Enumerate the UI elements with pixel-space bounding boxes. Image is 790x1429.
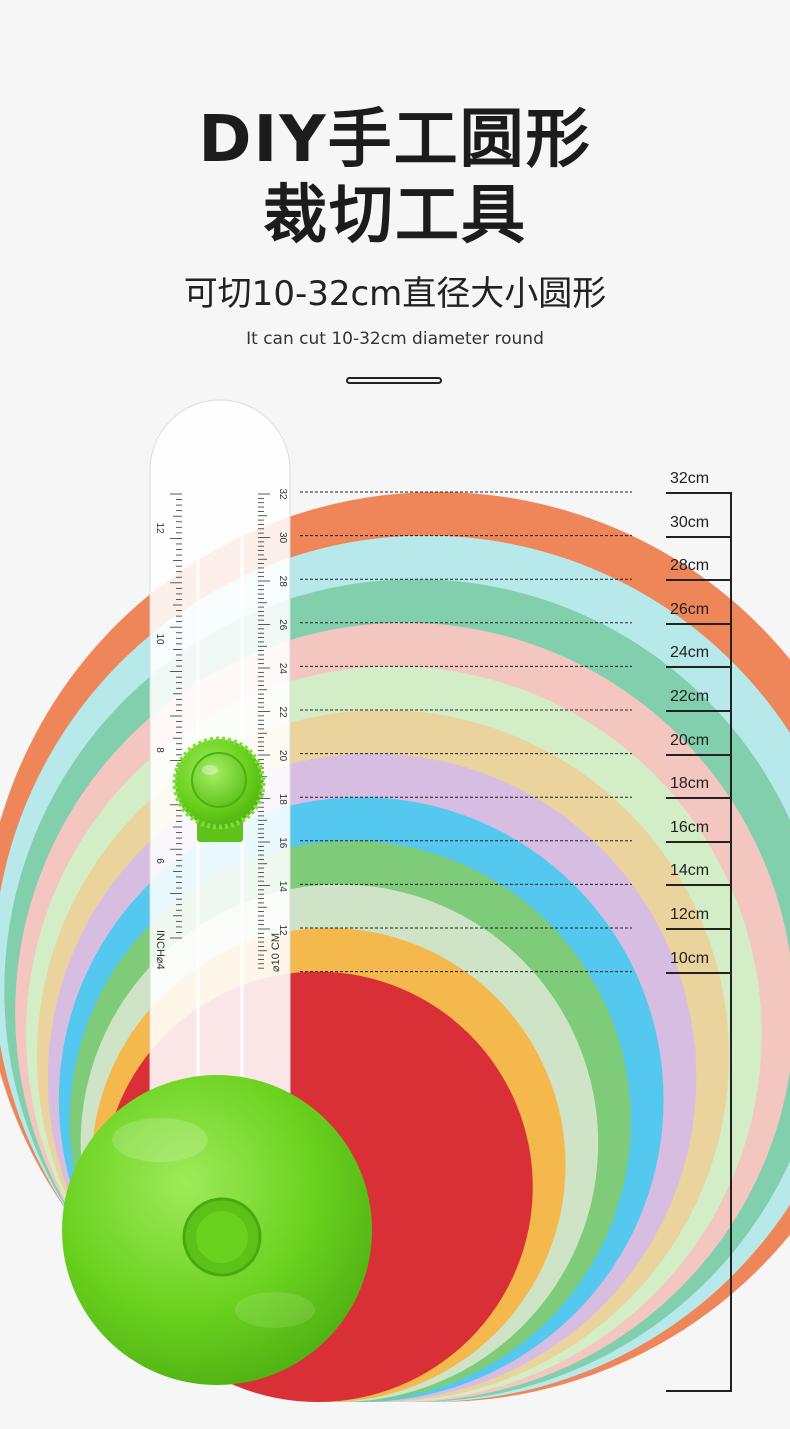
scale-tick [666, 928, 732, 930]
diameter-label: 12cm [670, 906, 710, 923]
scale-tick [666, 840, 732, 843]
inch-end-label: INCH⌀4 [154, 930, 166, 970]
handle-dome [62, 1075, 372, 1385]
cm-mark-label: 16 [277, 837, 288, 849]
scale-tick [666, 535, 732, 538]
scale-bar [730, 492, 732, 1392]
ruler-slot [196, 466, 244, 1082]
cm-end-label: ⌀10 CM [270, 933, 282, 972]
cm-mark-label: 26 [277, 619, 288, 631]
cm-mark-label: 28 [277, 576, 288, 588]
cm-mark-label: 24 [277, 663, 288, 675]
inch-mark-label: 10 [154, 633, 165, 645]
diameter-label: 32cm [670, 470, 710, 487]
scale-tick [666, 710, 732, 712]
english-subtitle: It can cut 10-32cm diameter round [246, 329, 544, 349]
inch-mark-label: 6 [154, 858, 165, 864]
scale-tick [666, 492, 732, 494]
scale-tick [666, 622, 732, 625]
diameter-label: 10cm [670, 949, 710, 967]
page-title-line-1: DIY手工圆形 [198, 103, 592, 177]
scale-tick [666, 666, 732, 669]
cm-mark-label: 22 [277, 706, 288, 718]
cm-mark-label: 14 [277, 881, 288, 893]
subtitle: 可切10-32cm直径大小圆形 [183, 274, 607, 314]
scale-tick [666, 971, 732, 974]
divider-pill [346, 377, 442, 384]
diameter-label: 24cm [670, 644, 710, 662]
scale-tick [666, 797, 732, 800]
inch-mark-label: 12 [154, 522, 165, 534]
cm-mark-label: 12 [277, 924, 288, 936]
scale-tick [666, 753, 732, 756]
diameter-label: 18cm [670, 775, 710, 793]
inch-mark-label: 8 [154, 747, 165, 753]
slider-knob [172, 736, 266, 842]
diameter-label: 28cm [670, 557, 710, 575]
diameter-label: 14cm [670, 862, 710, 880]
cm-mark-label: 18 [277, 794, 288, 806]
scale-tick-bottom [666, 1390, 732, 1392]
cm-mark-label: 20 [277, 750, 288, 762]
diameter-label: 26cm [670, 600, 710, 618]
cm-mark-label: 32 [277, 488, 288, 500]
scale-tick [666, 579, 732, 582]
page-title-line-2: 裁切工具 [263, 179, 527, 253]
diameter-label: 30cm [670, 513, 710, 531]
diameter-label: 22cm [670, 688, 710, 705]
diameter-label: 16cm [670, 818, 710, 836]
cm-mark-label: 30 [277, 532, 288, 544]
scale-tick [666, 884, 732, 887]
diameter-label: 20cm [670, 731, 710, 749]
